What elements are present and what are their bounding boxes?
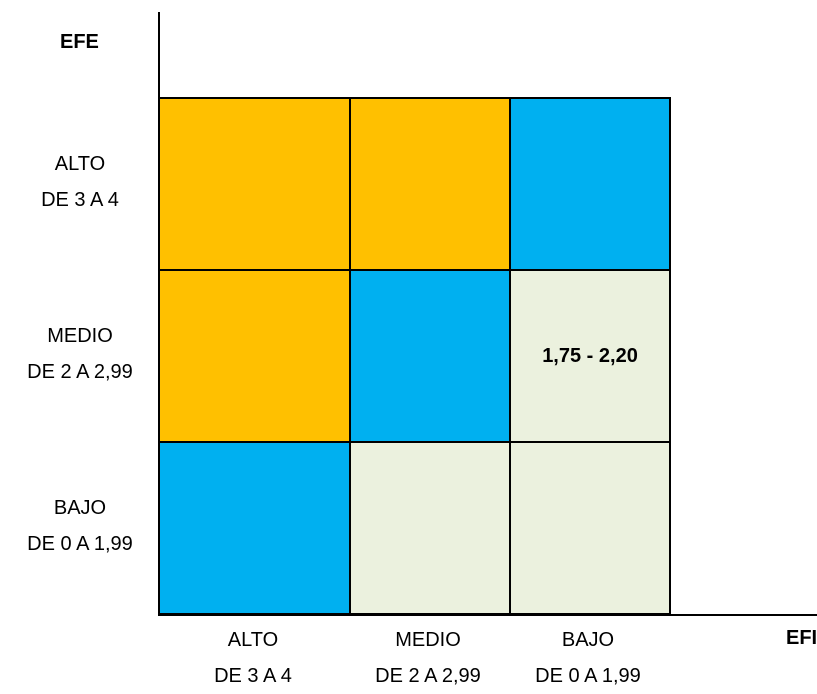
vertical-axis-line [158, 12, 160, 616]
col-level: ALTO [227, 629, 279, 651]
cell-r1-c3 [509, 99, 669, 271]
cell-r1-c1 [160, 99, 349, 271]
row-range: DE 0 A 1,99 [27, 533, 133, 555]
cell-r2-c3: 1,75 - 2,20 [509, 271, 669, 443]
col-label-bajo: BAJO DE 0 A 1,99 [503, 622, 673, 694]
col-level: BAJO [561, 629, 615, 651]
row-level: MEDIO [47, 325, 113, 347]
cell-r3-c2 [349, 443, 509, 615]
row-range: DE 3 A 4 [41, 189, 119, 211]
row-level: BAJO [53, 497, 107, 519]
row-range: DE 2 A 2,99 [27, 361, 133, 383]
col-range: DE 0 A 1,99 [535, 665, 641, 687]
col-range: DE 2 A 2,99 [375, 665, 481, 687]
efi-axis-title: EFI [786, 627, 817, 649]
horizontal-axis-line [158, 614, 817, 616]
cell-r2-c2 [349, 271, 509, 443]
col-range: DE 3 A 4 [214, 665, 292, 687]
col-level: MEDIO [395, 629, 461, 651]
cell-r1-c2 [349, 99, 509, 271]
efe-axis-title: EFE [60, 31, 99, 53]
col-label-medio: MEDIO DE 2 A 2,99 [343, 622, 513, 694]
col-label-alto: ALTO DE 3 A 4 [168, 622, 338, 694]
efe-efi-matrix: 1,75 - 2,20 [160, 97, 671, 615]
row-label-medio: MEDIO DE 2 A 2,99 [0, 318, 160, 390]
row-label-bajo: BAJO DE 0 A 1,99 [0, 490, 160, 562]
row-label-alto: ALTO DE 3 A 4 [0, 146, 160, 218]
cell-r2-c1 [160, 271, 349, 443]
row-level: ALTO [54, 153, 106, 175]
cell-r3-c3 [509, 443, 669, 615]
cell-r3-c1 [160, 443, 349, 615]
